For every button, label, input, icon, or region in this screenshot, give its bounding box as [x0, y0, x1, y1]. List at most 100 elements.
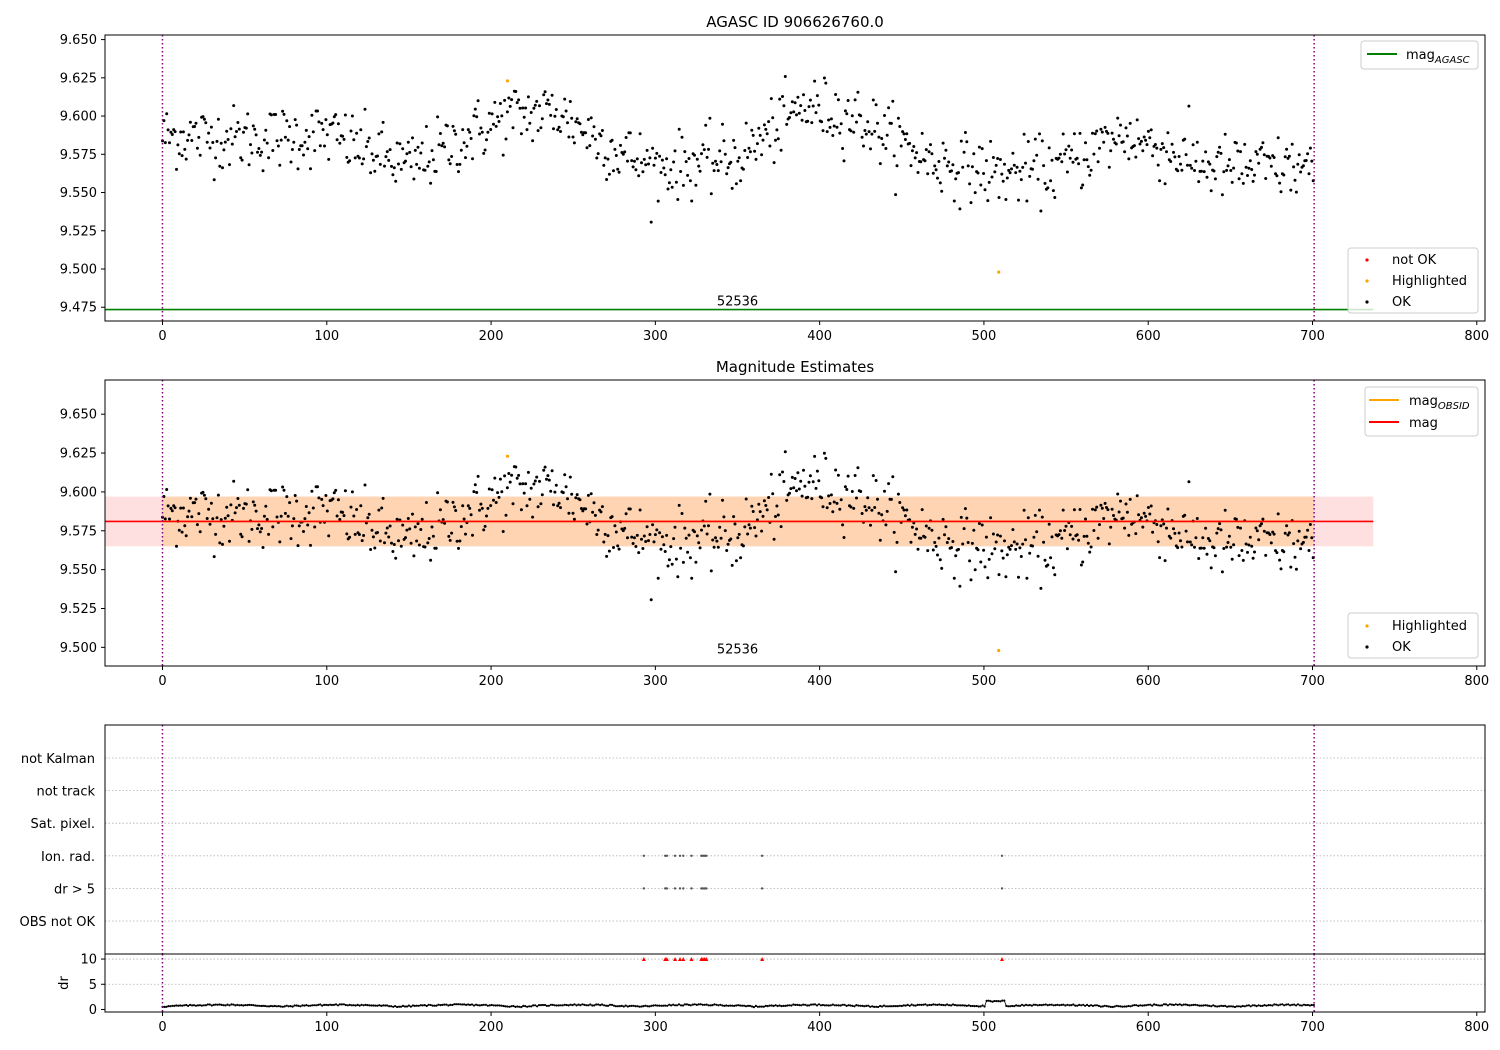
ok-point — [839, 122, 843, 126]
ok-point — [524, 482, 528, 486]
ok-point — [1278, 181, 1282, 185]
ok-point — [827, 118, 831, 122]
ok-point — [718, 149, 722, 153]
ok-point — [552, 127, 555, 131]
ok-point — [884, 147, 888, 150]
dr-over-limit-marker — [1000, 957, 1004, 962]
flag-marker — [665, 854, 669, 857]
ok-point — [1057, 533, 1061, 537]
ok-point — [849, 129, 853, 133]
ok-point — [669, 168, 673, 172]
ok-point — [1226, 541, 1230, 544]
ok-point — [774, 138, 777, 142]
ok-point — [945, 164, 949, 168]
ok-point — [792, 110, 796, 114]
ok-point — [1247, 166, 1251, 170]
flag-marker — [682, 854, 685, 857]
ok-point — [1180, 168, 1184, 172]
ok-point — [621, 152, 625, 156]
ok-point — [1151, 530, 1155, 534]
ok-point — [841, 523, 845, 527]
ok-point — [413, 525, 417, 529]
ok-point — [983, 565, 987, 569]
ok-point — [856, 90, 860, 94]
ok-point — [1299, 170, 1303, 174]
ok-point — [531, 515, 535, 519]
ok-point — [1220, 193, 1224, 197]
ok-point — [370, 528, 374, 532]
ok-point — [232, 104, 236, 108]
ok-point — [1177, 155, 1181, 158]
ok-point — [1070, 148, 1074, 152]
y-tick-label: 9.550 — [60, 563, 97, 578]
ok-point — [855, 496, 858, 500]
ok-point — [338, 141, 342, 145]
ok-point — [264, 128, 268, 132]
ok-point — [290, 524, 294, 528]
ok-point — [1285, 147, 1289, 151]
ok-point — [567, 135, 571, 139]
ok-point — [394, 179, 398, 183]
ok-point — [667, 181, 671, 185]
ok-point — [225, 505, 229, 509]
ok-point — [398, 142, 402, 146]
ok-point — [747, 523, 751, 527]
ok-point — [1187, 480, 1191, 484]
ok-point — [1019, 555, 1023, 558]
ok-point — [648, 156, 652, 160]
ok-point — [342, 137, 346, 141]
ok-point — [667, 558, 671, 562]
ok-point — [929, 143, 932, 147]
ok-point — [1170, 142, 1174, 146]
ok-point — [680, 512, 684, 515]
ok-point — [1095, 505, 1099, 509]
ok-point — [920, 131, 924, 135]
ok-point — [327, 534, 331, 538]
ok-point — [768, 144, 772, 148]
ok-point — [926, 549, 930, 553]
ok-point — [613, 524, 617, 528]
ok-point — [289, 160, 293, 164]
ok-point — [698, 546, 702, 550]
ok-point — [281, 109, 285, 113]
ok-point — [1026, 140, 1030, 143]
ok-point — [1191, 143, 1195, 147]
ok-point — [304, 505, 308, 508]
ok-point — [316, 485, 319, 489]
ok-point — [1116, 492, 1120, 496]
ok-point — [1286, 533, 1290, 537]
ok-point — [753, 526, 757, 530]
ok-point — [540, 117, 544, 121]
x-tick-label: 200 — [479, 674, 504, 689]
ok-point — [1003, 162, 1006, 166]
ok-point — [348, 159, 352, 163]
axes-frame — [104, 34, 1486, 322]
ok-point — [1065, 170, 1069, 174]
ok-point — [842, 536, 846, 539]
ok-point — [239, 156, 243, 160]
ok-point — [1201, 159, 1205, 163]
ok-point — [292, 140, 296, 144]
ok-point — [367, 512, 371, 516]
ok-point — [910, 149, 914, 153]
ok-point — [1142, 135, 1146, 139]
ok-point — [1086, 165, 1090, 169]
ok-point — [564, 485, 568, 489]
ok-point — [1047, 522, 1051, 526]
y-tick-label: 9.625 — [60, 71, 97, 86]
ok-point — [1119, 499, 1122, 503]
ok-point — [540, 493, 544, 497]
ok-point — [704, 123, 708, 127]
ok-point — [195, 523, 199, 527]
ok-point — [1310, 536, 1314, 540]
ok-point — [736, 536, 740, 540]
ok-point — [1188, 540, 1192, 544]
ok-point — [332, 115, 336, 119]
ok-point — [528, 121, 532, 125]
ok-point — [436, 491, 440, 495]
dr-over-limit-marker — [760, 957, 765, 962]
ok-point — [1022, 132, 1026, 136]
ok-point — [1304, 159, 1308, 162]
ok-point — [518, 106, 522, 110]
ok-point — [835, 125, 839, 129]
